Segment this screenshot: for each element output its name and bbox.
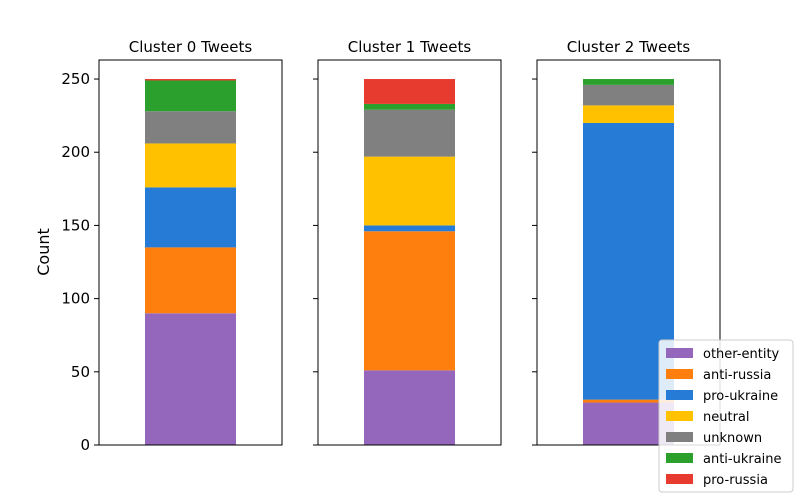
- bar-segment-anti-ukraine: [583, 79, 674, 85]
- legend-swatch: [666, 369, 693, 379]
- bar-segment-other-entity: [364, 370, 455, 445]
- legend-swatch: [666, 411, 693, 421]
- bar-segment-other-entity: [145, 313, 236, 445]
- legend-label: neutral: [703, 410, 750, 425]
- bar-segment-anti-ukraine: [145, 80, 236, 112]
- chart-panels: Cluster 0 Tweets 0 50 100 150 200 250 Cluster 1…: [61, 38, 721, 454]
- bar-segment-neutral: [364, 156, 455, 226]
- legend-label: anti-ukraine: [703, 452, 782, 467]
- y-tick-label: 250: [61, 70, 90, 88]
- bar-segment-unknown: [364, 109, 455, 157]
- bar-segment-pro-russia: [364, 79, 455, 104]
- y-tick-label: 50: [71, 363, 90, 381]
- legend-label: anti-russia: [703, 368, 771, 383]
- legend-swatch: [666, 348, 693, 358]
- bar-segment-unknown: [583, 84, 674, 106]
- panel-1: Cluster 1 Tweets: [313, 38, 502, 446]
- y-tick-label: 100: [61, 290, 90, 308]
- panel-title: Cluster 0 Tweets: [129, 38, 253, 56]
- bar-segment-pro-ukraine: [364, 225, 455, 232]
- panel-title: Cluster 1 Tweets: [348, 38, 472, 56]
- bar-segment-neutral: [583, 105, 674, 123]
- panel-title: Cluster 2 Tweets: [567, 38, 691, 56]
- bar-segment-anti-russia: [364, 231, 455, 371]
- legend-swatch: [666, 453, 693, 463]
- legend-swatch: [666, 474, 693, 484]
- y-tick-label: 200: [61, 143, 90, 161]
- panel-frame: [98, 59, 283, 446]
- legend-label: pro-russia: [703, 473, 768, 488]
- bar-segment-unknown: [145, 111, 236, 144]
- legend-swatch: [666, 390, 693, 400]
- legend-label: other-entity: [703, 347, 780, 362]
- panel-frame: [536, 59, 721, 446]
- panel-0: Cluster 0 Tweets 0 50 100 150 200 250: [61, 38, 283, 454]
- bar-segment-anti-ukraine: [364, 103, 455, 110]
- bar-segment-anti-russia: [145, 247, 236, 314]
- legend-swatch: [666, 432, 693, 442]
- bar-segment-anti-russia: [583, 399, 674, 403]
- y-tick-label: 0: [80, 436, 90, 454]
- bar-segment-neutral: [145, 143, 236, 188]
- panel-frame: [317, 59, 502, 446]
- y-axis-label: Count: [34, 228, 53, 276]
- bar-segment-pro-russia: [145, 79, 236, 81]
- bar-segment-pro-ukraine: [145, 187, 236, 248]
- legend-label: unknown: [703, 431, 762, 446]
- legend: other-entity anti-russia pro-ukraine neutra…: [658, 339, 794, 493]
- legend-label: pro-ukraine: [703, 389, 778, 404]
- y-tick-label: 150: [61, 216, 90, 234]
